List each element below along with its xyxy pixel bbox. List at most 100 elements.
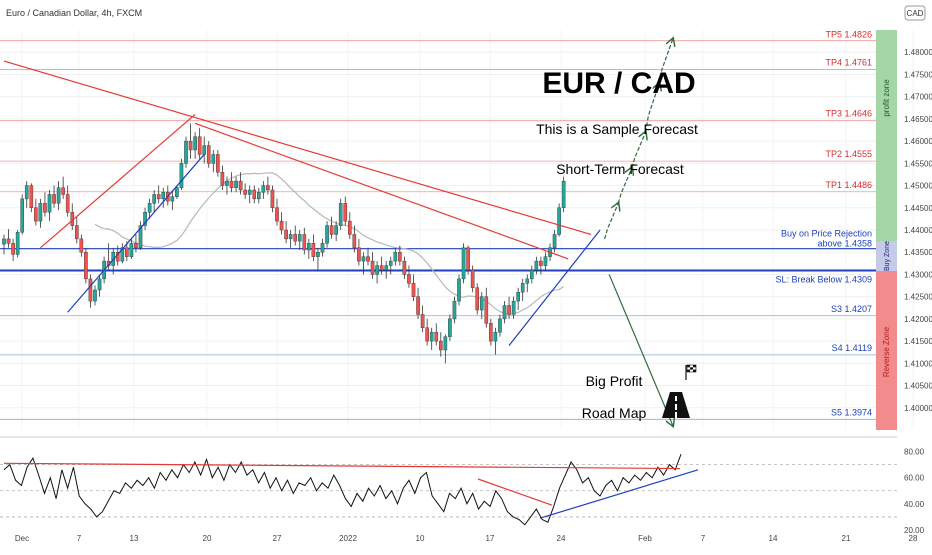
candle-body [288, 234, 293, 240]
level-label-S5: S5 1.3974 [831, 407, 872, 417]
level-label-S3: S3 1.4207 [831, 304, 872, 314]
level-label-TP1: TP1 1.4486 [825, 180, 872, 190]
candle-body [193, 136, 197, 151]
time-tick-label: 10 [416, 534, 425, 543]
oscillator-tick-label: 80.00 [904, 448, 925, 457]
candle-body [457, 278, 461, 302]
candle-body [348, 220, 352, 235]
candle-body [220, 172, 225, 186]
candle-body [316, 252, 320, 257]
level-label-TP4: TP4 1.4761 [825, 58, 872, 68]
term-note: Short-Term Forecast [556, 161, 684, 177]
candle-body [543, 256, 548, 266]
candle-body [138, 225, 143, 248]
time-tick-label: 13 [130, 534, 139, 543]
candle-body [302, 234, 307, 251]
candle-body [325, 225, 329, 244]
price-tick-label: 1.46000 [904, 137, 932, 146]
candle-body [170, 196, 175, 202]
symbol-title: Euro / Canadian Dollar, 4h, FXCM [6, 8, 142, 18]
forecast-up-arrow [617, 168, 632, 204]
candle-body [375, 265, 379, 275]
candle-body [79, 238, 84, 253]
trend-layer [3, 60, 601, 346]
candle-body [84, 252, 88, 280]
level-label-TP2: TP2 1.4555 [825, 149, 872, 159]
price-tick-label: 1.45500 [904, 159, 932, 168]
price-tick-label: 1.47000 [904, 93, 932, 102]
main-title: EUR / CAD [542, 67, 695, 100]
candle-body [65, 194, 70, 213]
candle-body [539, 260, 543, 266]
level-layer: TP5 1.4826 TP4 1.4761 TP3 1.4646 TP2 1.4555… [0, 30, 876, 420]
price-tick-label: 1.42500 [904, 293, 932, 302]
main-grid [0, 30, 914, 430]
currency-badge[interactable] [904, 5, 926, 21]
candle-body [425, 327, 429, 342]
candle-body [388, 260, 393, 266]
candle-body [448, 318, 452, 337]
candle-body [366, 256, 370, 262]
candle-body [516, 292, 520, 302]
candle-body [279, 220, 284, 231]
candle-body [61, 187, 65, 195]
forecast-down-arrow [608, 274, 673, 425]
candle-body [29, 185, 34, 208]
candle-body [234, 180, 238, 188]
candle-body [275, 207, 279, 222]
price-tick-label: 1.42000 [904, 315, 932, 324]
price-tick-label: 1.43000 [904, 270, 932, 279]
candle-body [434, 332, 439, 342]
time-tick-label: 14 [769, 534, 778, 543]
candle-body [15, 232, 20, 255]
candle-body [134, 243, 138, 248]
time-tick-label: Feb [638, 534, 652, 543]
candle-body [557, 207, 561, 235]
candle-body [74, 225, 79, 240]
candle-body [43, 203, 47, 213]
candle-body [20, 198, 25, 233]
time-axis: Dec 7 13 20 27 2022 10 17 24 Feb 7 14 21 28 [15, 534, 918, 543]
price-tick-label: 1.45000 [904, 182, 932, 191]
time-tick-label: 24 [557, 534, 566, 543]
candle-body [238, 180, 243, 191]
candle-body [24, 185, 29, 200]
candle-body [125, 247, 129, 257]
candle-body [56, 187, 61, 204]
trendline-red [194, 122, 569, 260]
candle-body [216, 154, 220, 173]
reverse-zone-band [876, 271, 897, 430]
candle-body [247, 189, 252, 195]
price-tick-label: 1.40500 [904, 382, 932, 391]
profit-zone-label: profit zone [882, 79, 891, 117]
oscillator-resistance-line [3, 462, 681, 470]
candle-body [47, 194, 52, 213]
price-tick-label: 1.43500 [904, 248, 932, 257]
candle-body [152, 194, 156, 204]
candle-body [466, 247, 470, 271]
candle-body [197, 136, 202, 155]
level-label-entry: Buy on Price Rejection [781, 229, 872, 239]
level-label-TP3: TP3 1.4646 [825, 109, 872, 119]
trendline-red [3, 60, 592, 236]
candle-body [243, 189, 247, 195]
candle-body [211, 154, 216, 164]
candle-layer [2, 123, 566, 364]
candle-body [11, 243, 15, 255]
price-tick-label: 1.47500 [904, 70, 932, 79]
road-icon [662, 392, 690, 418]
candle-body [511, 300, 516, 315]
candle-body [411, 283, 416, 297]
oscillator-line [3, 454, 682, 526]
time-tick-label: 20 [203, 534, 212, 543]
price-tick-label: 1.48000 [904, 48, 932, 57]
time-tick-label: 2022 [339, 534, 357, 543]
time-tick-label: 27 [273, 534, 282, 543]
candle-body [498, 318, 502, 333]
oscillator-support-line [539, 469, 699, 519]
candle-body [93, 289, 97, 302]
level-sublabel-entry: above 1.4358 [817, 239, 872, 249]
candle-body [489, 323, 493, 342]
sample-note: This is a Sample Forecast [536, 121, 698, 137]
